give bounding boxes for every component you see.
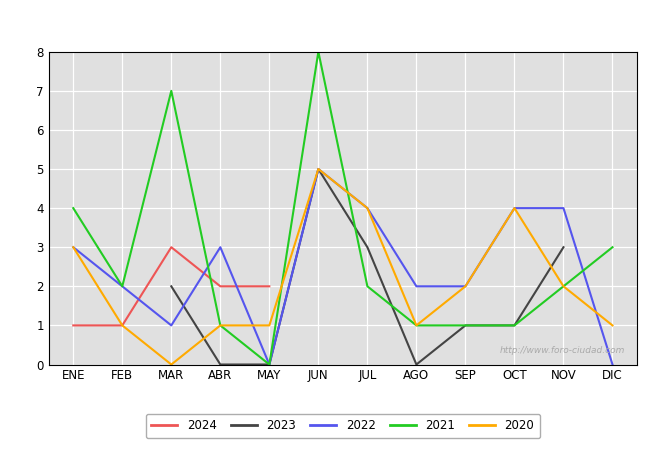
2023	[560, 244, 567, 250]
2022	[265, 362, 273, 367]
2021	[608, 244, 616, 250]
2024	[168, 244, 176, 250]
Text: Matriculaciones de Vehiculos en Orcera: Matriculaciones de Vehiculos en Orcera	[166, 13, 484, 28]
2020	[216, 323, 224, 328]
2020	[363, 205, 371, 211]
2021	[315, 49, 322, 54]
2021	[168, 88, 176, 94]
2020	[462, 284, 469, 289]
2021	[560, 284, 567, 289]
Text: http://www.foro-ciudad.com: http://www.foro-ciudad.com	[500, 346, 625, 355]
2021	[118, 284, 126, 289]
2020	[315, 166, 322, 172]
2021	[363, 284, 371, 289]
2020	[118, 323, 126, 328]
2021	[462, 323, 469, 328]
2023	[363, 244, 371, 250]
2022	[118, 284, 126, 289]
2021	[70, 205, 77, 211]
Legend: 2024, 2023, 2022, 2021, 2020: 2024, 2023, 2022, 2021, 2020	[146, 414, 540, 438]
Line: 2020: 2020	[73, 169, 612, 364]
2022	[413, 284, 421, 289]
Line: 2023: 2023	[172, 169, 564, 364]
Line: 2024: 2024	[73, 247, 269, 325]
2022	[510, 205, 518, 211]
2023	[413, 362, 421, 367]
2023	[315, 166, 322, 172]
2024	[216, 284, 224, 289]
2022	[168, 323, 176, 328]
2020	[560, 284, 567, 289]
Line: 2021: 2021	[73, 52, 612, 364]
2021	[413, 323, 421, 328]
2023	[510, 323, 518, 328]
2022	[70, 244, 77, 250]
2022	[560, 205, 567, 211]
2020	[168, 362, 176, 367]
2022	[462, 284, 469, 289]
2020	[510, 205, 518, 211]
2021	[265, 362, 273, 367]
2020	[608, 323, 616, 328]
2020	[265, 323, 273, 328]
2024	[70, 323, 77, 328]
Line: 2022: 2022	[73, 169, 612, 364]
2020	[70, 244, 77, 250]
2022	[216, 244, 224, 250]
2022	[315, 166, 322, 172]
2021	[216, 323, 224, 328]
2024	[265, 284, 273, 289]
2024	[118, 323, 126, 328]
2022	[363, 205, 371, 211]
2023	[168, 284, 176, 289]
2023	[265, 362, 273, 367]
2020	[413, 323, 421, 328]
2023	[462, 323, 469, 328]
2023	[216, 362, 224, 367]
2022	[608, 362, 616, 367]
2021	[510, 323, 518, 328]
